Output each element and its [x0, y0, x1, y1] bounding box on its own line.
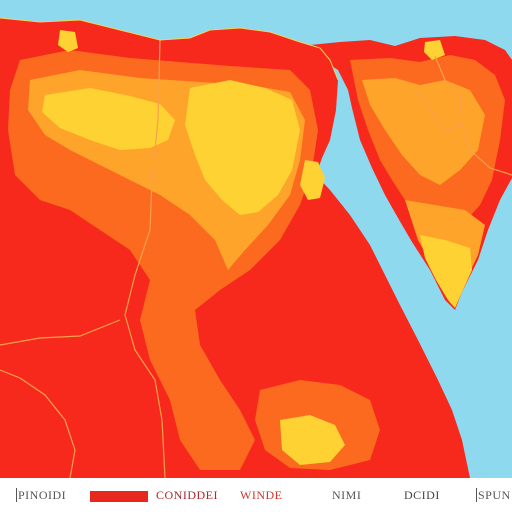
- legend-swatch-red: [90, 491, 148, 502]
- border-line-1: [124, 39, 166, 478]
- heat-zone-cool-7: [424, 40, 445, 60]
- heat-zone-mid-2: [362, 78, 485, 185]
- heat-zone-cool-4: [420, 235, 472, 308]
- heat-zone-cool-5: [280, 415, 345, 465]
- coastline: [0, 17, 339, 81]
- heat-map[interactable]: [0, 0, 512, 478]
- heat-zone-cool-1: [42, 88, 175, 150]
- legend-label-3: CONIDDEI: [156, 488, 218, 502]
- legend-label-6: DCIDI: [404, 488, 440, 502]
- border-line-5: [414, 89, 463, 131]
- legend-label-1: PINOIDI: [18, 488, 67, 502]
- legend-label-4: WINDE: [240, 488, 283, 502]
- legend: [0, 478, 512, 512]
- heat-zone-cool-6: [58, 30, 78, 52]
- legend-separator: [476, 488, 477, 502]
- heat-zone-cool-2: [185, 80, 300, 215]
- border-line-2: [0, 319, 121, 346]
- legend-label-5: NIMI: [332, 488, 362, 502]
- heat-zone-cool-3: [300, 160, 325, 200]
- gulf-inlet: [336, 92, 392, 222]
- legend-separator: [16, 488, 17, 502]
- map-view[interactable]: [0, 0, 512, 478]
- border-line-3: [0, 369, 76, 478]
- legend-label-7: SPUN: [478, 488, 511, 502]
